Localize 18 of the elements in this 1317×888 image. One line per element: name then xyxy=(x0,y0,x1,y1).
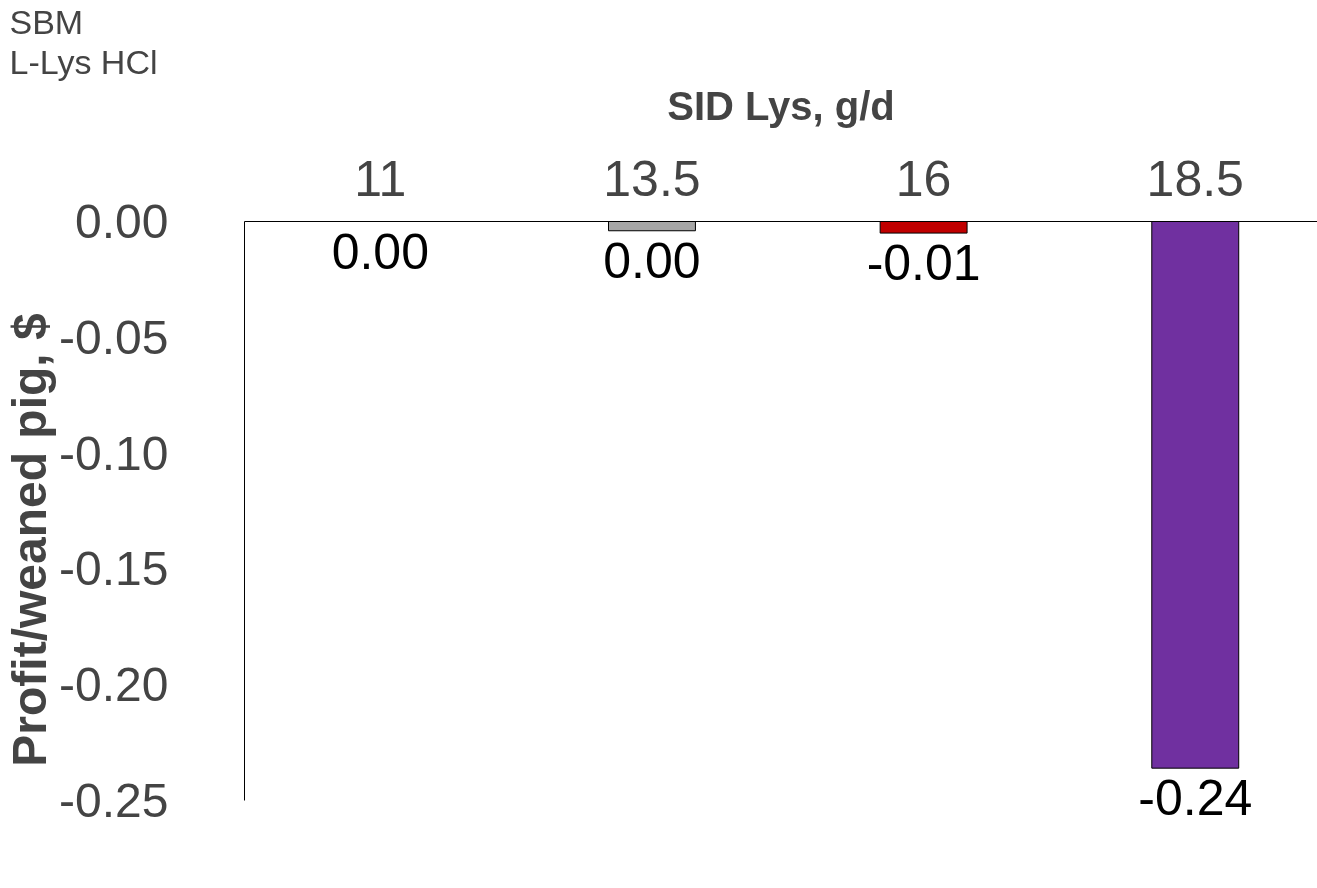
y-tick-label: -0.20 xyxy=(59,658,169,712)
x-tick-label: 13.5 xyxy=(603,150,701,207)
x-tick-label: 18.5 xyxy=(1146,150,1244,207)
x-tick-label: 16 xyxy=(895,150,952,207)
data-label: -0.24 xyxy=(1138,770,1253,827)
data-label: 0.00 xyxy=(603,232,701,289)
data-label: -0.01 xyxy=(866,235,981,292)
y-tick-label: -0.25 xyxy=(59,774,169,828)
text: SBM xyxy=(9,2,84,41)
data-label: 0.00 xyxy=(331,223,429,280)
text: L-Lys HCl xyxy=(9,42,158,81)
y-tick-label: -0.10 xyxy=(59,426,169,480)
y-tick-label: -0.05 xyxy=(59,310,169,364)
y-tick-label: 0.00 xyxy=(75,195,169,248)
x-axis-title: SID Lys, g/d xyxy=(667,83,895,128)
y-tick-label: -0.15 xyxy=(59,542,169,596)
x-tick-label: 11 xyxy=(354,150,407,207)
y-axis-title: Profit/weaned pig, $ xyxy=(3,313,57,767)
